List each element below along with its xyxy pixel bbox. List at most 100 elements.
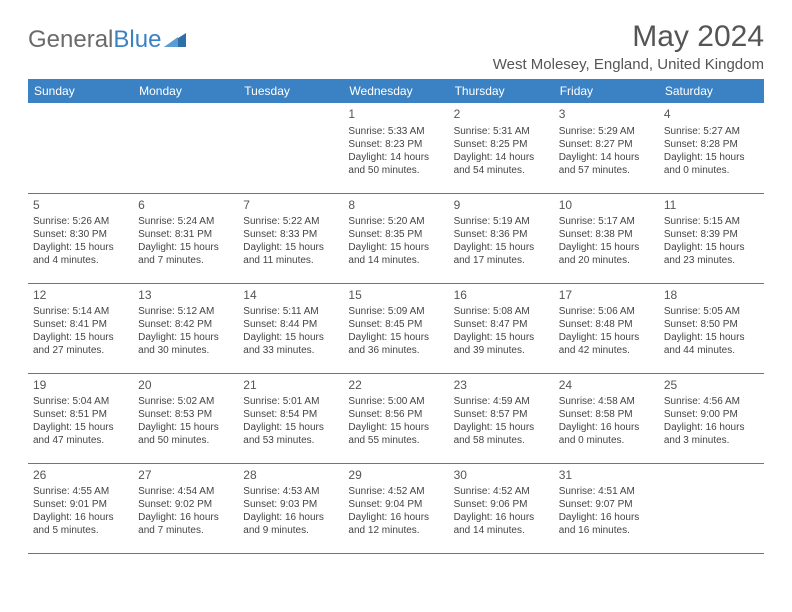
daylight-text: Daylight: 15 hours: [348, 421, 443, 434]
day-number: 21: [243, 378, 338, 394]
logo-triangle-icon: [164, 26, 186, 54]
daylight-text: Daylight: 15 hours: [664, 151, 759, 164]
daylight-text: and 16 minutes.: [559, 524, 654, 537]
sunset-text: Sunset: 8:33 PM: [243, 228, 338, 241]
sunset-text: Sunset: 8:57 PM: [454, 408, 549, 421]
sunset-text: Sunset: 9:07 PM: [559, 498, 654, 511]
day-number: 5: [33, 198, 128, 214]
daylight-text: Daylight: 15 hours: [33, 241, 128, 254]
daylight-text: Daylight: 16 hours: [559, 511, 654, 524]
sunrise-text: Sunrise: 5:02 AM: [138, 395, 233, 408]
daylight-text: and 11 minutes.: [243, 254, 338, 267]
daylight-text: and 30 minutes.: [138, 344, 233, 357]
sunset-text: Sunset: 8:27 PM: [559, 138, 654, 151]
calendar-week-row: 1 Sunrise: 5:33 AMSunset: 8:23 PM Daylight…: [28, 103, 764, 193]
daylight-text: Daylight: 16 hours: [348, 511, 443, 524]
sunset-text: Sunset: 9:04 PM: [348, 498, 443, 511]
sunrise-text: Sunrise: 4:53 AM: [243, 485, 338, 498]
daylight-text: Daylight: 15 hours: [454, 241, 549, 254]
sunrise-text: Sunrise: 4:54 AM: [138, 485, 233, 498]
daylight-text: and 0 minutes.: [559, 434, 654, 447]
day-header: Saturday: [659, 79, 764, 103]
calendar-day-cell: 15Sunrise: 5:09 AMSunset: 8:45 PMDayligh…: [343, 283, 448, 373]
daylight-text: Daylight: 15 hours: [664, 331, 759, 344]
calendar-day-cell: 25Sunrise: 4:56 AMSunset: 9:00 PMDayligh…: [659, 373, 764, 463]
sunrise-text: Sunrise: 5:20 AM: [348, 215, 443, 228]
calendar-day-cell: 19Sunrise: 5:04 AMSunset: 8:51 PMDayligh…: [28, 373, 133, 463]
sunrise-text: Sunrise: 5:01 AM: [243, 395, 338, 408]
daylight-text: and 44 minutes.: [664, 344, 759, 357]
daylight-text: and 23 minutes.: [664, 254, 759, 267]
sunrise-text: Sunrise: 4:59 AM: [454, 395, 549, 408]
daylight-text: Daylight: 16 hours: [664, 421, 759, 434]
sunrise-text: Sunrise: 5:14 AM: [33, 305, 128, 318]
calendar-table: SundayMondayTuesdayWednesdayThursdayFrid…: [28, 79, 764, 554]
calendar-day-cell: 30Sunrise: 4:52 AMSunset: 9:06 PMDayligh…: [449, 463, 554, 553]
daylight-text: and 47 minutes.: [33, 434, 128, 447]
day-number: 14: [243, 288, 338, 304]
calendar-day-cell: 27Sunrise: 4:54 AMSunset: 9:02 PMDayligh…: [133, 463, 238, 553]
day-number: 19: [33, 378, 128, 394]
calendar-page: GeneralBlue May 2024 West Molesey, Engla…: [0, 0, 792, 574]
daylight-text: and 5 minutes.: [33, 524, 128, 537]
daylight-text: Daylight: 15 hours: [243, 331, 338, 344]
daylight-text: and 55 minutes.: [348, 434, 443, 447]
calendar-day-cell: 5Sunrise: 5:26 AMSunset: 8:30 PMDaylight…: [28, 193, 133, 283]
logo: GeneralBlue: [28, 20, 186, 54]
daylight-text: Daylight: 15 hours: [243, 421, 338, 434]
page-header: GeneralBlue May 2024 West Molesey, Engla…: [28, 20, 764, 73]
calendar-day-cell: 26Sunrise: 4:55 AMSunset: 9:01 PMDayligh…: [28, 463, 133, 553]
sunrise-text: Sunrise: 5:33 AM: [348, 125, 443, 138]
day-number: 22: [348, 378, 443, 394]
sunset-text: Sunset: 8:54 PM: [243, 408, 338, 421]
sunset-text: Sunset: 8:30 PM: [33, 228, 128, 241]
daylight-text: and 54 minutes.: [454, 164, 549, 177]
sunrise-text: Sunrise: 4:52 AM: [348, 485, 443, 498]
calendar-day-cell: 7Sunrise: 5:22 AMSunset: 8:33 PMDaylight…: [238, 193, 343, 283]
daylight-text: and 7 minutes.: [138, 524, 233, 537]
day-number: 25: [664, 378, 759, 394]
daylight-text: and 4 minutes.: [33, 254, 128, 267]
sunset-text: Sunset: 8:36 PM: [454, 228, 549, 241]
day-number: 16: [454, 288, 549, 304]
day-number: 7: [243, 198, 338, 214]
calendar-week-row: 5Sunrise: 5:26 AMSunset: 8:30 PMDaylight…: [28, 193, 764, 283]
daylight-text: and 12 minutes.: [348, 524, 443, 537]
sunset-text: Sunset: 8:44 PM: [243, 318, 338, 331]
sunrise-text: Sunrise: 5:24 AM: [138, 215, 233, 228]
sunset-text: Sunset: 9:06 PM: [454, 498, 549, 511]
daylight-text: Daylight: 16 hours: [559, 421, 654, 434]
daylight-text: Daylight: 15 hours: [138, 421, 233, 434]
calendar-day-cell: 20Sunrise: 5:02 AMSunset: 8:53 PMDayligh…: [133, 373, 238, 463]
daylight-text: Daylight: 14 hours: [454, 151, 549, 164]
daylight-text: Daylight: 15 hours: [664, 241, 759, 254]
calendar-day-cell: 12Sunrise: 5:14 AMSunset: 8:41 PMDayligh…: [28, 283, 133, 373]
calendar-week-row: 26Sunrise: 4:55 AMSunset: 9:01 PMDayligh…: [28, 463, 764, 553]
daylight-text: Daylight: 15 hours: [559, 241, 654, 254]
calendar-day-cell: 4Sunrise: 5:27 AMSunset: 8:28 PMDaylight…: [659, 103, 764, 193]
sunset-text: Sunset: 8:58 PM: [559, 408, 654, 421]
sunset-text: Sunset: 9:01 PM: [33, 498, 128, 511]
day-number: 1: [348, 107, 443, 123]
day-header: Sunday: [28, 79, 133, 103]
calendar-day-cell: 22Sunrise: 5:00 AMSunset: 8:56 PMDayligh…: [343, 373, 448, 463]
day-number: 3: [559, 107, 654, 123]
sunrise-text: Sunrise: 5:05 AM: [664, 305, 759, 318]
day-header: Wednesday: [343, 79, 448, 103]
day-number: 15: [348, 288, 443, 304]
daylight-text: and 58 minutes.: [454, 434, 549, 447]
daylight-text: Daylight: 15 hours: [33, 421, 128, 434]
calendar-day-cell: 13Sunrise: 5:12 AMSunset: 8:42 PMDayligh…: [133, 283, 238, 373]
calendar-empty-cell: [238, 103, 343, 193]
day-number: 23: [454, 378, 549, 394]
month-title: May 2024: [493, 20, 764, 54]
daylight-text: and 36 minutes.: [348, 344, 443, 357]
daylight-text: Daylight: 16 hours: [138, 511, 233, 524]
sunset-text: Sunset: 8:23 PM: [348, 138, 443, 151]
calendar-day-cell: 14Sunrise: 5:11 AMSunset: 8:44 PMDayligh…: [238, 283, 343, 373]
calendar-day-cell: 11Sunrise: 5:15 AMSunset: 8:39 PMDayligh…: [659, 193, 764, 283]
daylight-text: and 9 minutes.: [243, 524, 338, 537]
sunrise-text: Sunrise: 5:08 AM: [454, 305, 549, 318]
calendar-day-cell: 23Sunrise: 4:59 AMSunset: 8:57 PMDayligh…: [449, 373, 554, 463]
calendar-week-row: 19Sunrise: 5:04 AMSunset: 8:51 PMDayligh…: [28, 373, 764, 463]
